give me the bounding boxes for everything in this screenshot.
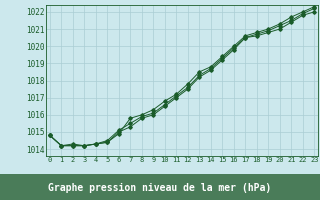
- Text: Graphe pression niveau de la mer (hPa): Graphe pression niveau de la mer (hPa): [48, 183, 272, 193]
